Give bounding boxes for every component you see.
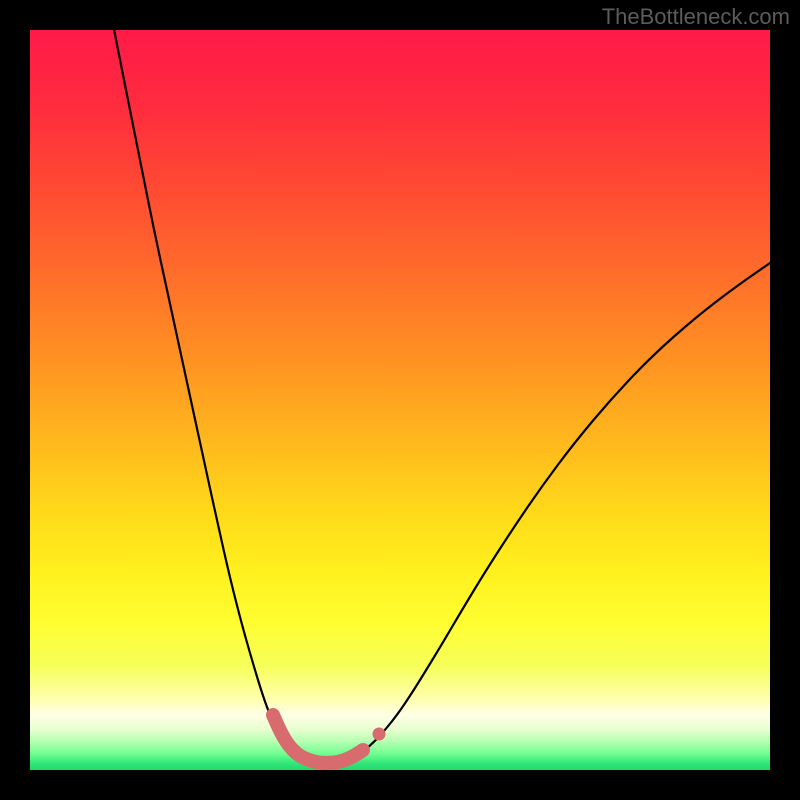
bottleneck-curve xyxy=(113,30,770,764)
valley-dot xyxy=(373,728,386,741)
valley-highlight xyxy=(273,715,363,763)
chart-overlay xyxy=(30,30,770,770)
plot-area xyxy=(30,30,770,770)
watermark-text: TheBottleneck.com xyxy=(602,4,790,30)
chart-frame: TheBottleneck.com xyxy=(0,0,800,800)
